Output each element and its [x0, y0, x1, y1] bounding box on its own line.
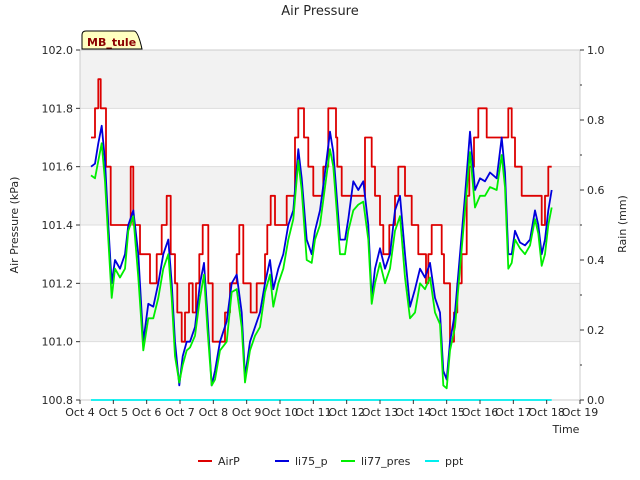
legend-label: AirP: [218, 455, 240, 468]
y2-tick-label: 0.0: [587, 394, 605, 407]
y2-tick-label: 0.6: [587, 184, 605, 197]
x-tick-label: Oct 18: [528, 406, 565, 419]
station-annotation: MB_tule: [81, 30, 143, 50]
station-annotation-box: [81, 30, 143, 50]
y-tick-label: 101.6: [42, 161, 74, 174]
y2-tick-label: 0.4: [587, 254, 605, 267]
legend-label: ppt: [445, 455, 464, 468]
legend: AirP li75_p li77_pres ppt: [198, 455, 464, 468]
series-lines: [90, 78, 553, 401]
grid-band: [80, 50, 580, 109]
x-tick-label: Oct 17: [495, 406, 532, 419]
x-tick-label: Oct 14: [395, 406, 432, 419]
y-tick-label: 101.4: [42, 219, 74, 232]
x-tick-label: Oct 8: [199, 406, 229, 419]
legend-label: li75_p: [295, 455, 328, 468]
grid-band: [80, 283, 580, 342]
x-tick-label: Oct 13: [362, 406, 399, 419]
x-tick-label: Oct 6: [132, 406, 162, 419]
x-tick-label: Oct 19: [562, 406, 599, 419]
x-axis-title: Time: [552, 423, 580, 436]
station-annotation-text: MB_tule: [87, 36, 136, 49]
x-tick-label: Oct 5: [99, 406, 129, 419]
y-tick-label: 101.0: [42, 336, 74, 349]
chart-title: Air Pressure: [281, 4, 359, 19]
y-axis-left: 100.8 101.0 101.2 101.4 101.6 101.8 102.0: [42, 44, 80, 407]
y-axis-title: Air Pressure (kPa): [8, 177, 21, 274]
series-line-airp: [91, 78, 552, 343]
y2-axis-title: Rain (mm): [616, 195, 629, 253]
x-tick-label: Oct 16: [462, 406, 499, 419]
grid-bands: [80, 49, 580, 401]
x-axis: Oct 4 Oct 5 Oct 6 Oct 7 Oct 8 Oct 9 Oct 10Oct …: [65, 400, 598, 419]
x-tick-label: Oct 12: [328, 406, 365, 419]
series-line-li77-pres: [90, 142, 553, 390]
y-axis-right: 0.0 0.2 0.4 0.6 0.8 1.0: [580, 44, 605, 407]
legend-label: li77_pres: [361, 455, 411, 468]
series-line-li75-p: [90, 124, 553, 387]
y2-tick-label: 1.0: [587, 44, 605, 57]
x-tick-label: Oct 11: [295, 406, 332, 419]
y2-tick-label: 0.2: [587, 324, 605, 337]
y-tick-label: 101.2: [42, 277, 74, 290]
y-tick-label: 102.0: [42, 44, 74, 57]
y-tick-label: 100.8: [42, 394, 74, 407]
x-tick-label: Oct 7: [165, 406, 195, 419]
x-tick-label: Oct 9: [232, 406, 262, 419]
y-tick-label: 101.8: [42, 102, 74, 115]
x-tick-label: Oct 10: [262, 406, 299, 419]
x-tick-label: Oct 4: [65, 406, 95, 419]
x-tick-label: Oct 15: [428, 406, 465, 419]
y2-tick-label: 0.8: [587, 114, 605, 127]
